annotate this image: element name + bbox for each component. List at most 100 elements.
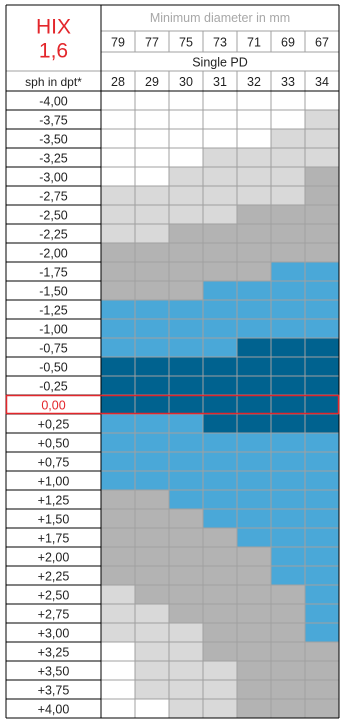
heatmap-cell — [135, 661, 169, 680]
heatmap-cell — [305, 680, 339, 699]
diameter-tick-label: 73 — [213, 36, 227, 50]
heatmap-cell — [305, 528, 339, 547]
heatmap-cell — [237, 319, 271, 338]
sph-row-label: -2,25 — [39, 228, 68, 242]
diameter-tick-label: 69 — [281, 36, 295, 50]
heatmap-cell — [237, 91, 271, 110]
heatmap-cell — [203, 186, 237, 205]
heatmap-cell — [237, 699, 271, 718]
heatmap-cell — [305, 471, 339, 490]
sph-row-label: +0,25 — [38, 418, 70, 432]
heatmap-cell — [203, 642, 237, 661]
heatmap-cell — [237, 148, 271, 167]
sph-row-label: +1,00 — [38, 475, 70, 489]
heatmap-cell — [203, 395, 237, 414]
heatmap-cell — [203, 623, 237, 642]
heatmap-cell — [169, 623, 203, 642]
heatmap-cell — [271, 547, 305, 566]
heatmap-cell — [203, 205, 237, 224]
heatmap-cell — [169, 414, 203, 433]
heatmap-cell — [135, 167, 169, 186]
heatmap-cell — [101, 300, 135, 319]
heatmap-cell — [169, 642, 203, 661]
heatmap-cell — [135, 205, 169, 224]
heatmap-cell — [237, 110, 271, 129]
chart-title-line: 1,6 — [39, 40, 68, 63]
heatmap-cell — [203, 319, 237, 338]
heatmap-cell — [237, 566, 271, 585]
sph-row-label: +3,00 — [38, 627, 70, 641]
heatmap-cell — [169, 357, 203, 376]
heatmap-cell — [203, 490, 237, 509]
heatmap-cell — [237, 585, 271, 604]
heatmap-cell — [271, 224, 305, 243]
heatmap-cell — [101, 205, 135, 224]
row-header: sph in dpt* — [25, 75, 82, 89]
sph-row-label: -3,75 — [39, 114, 68, 128]
heatmap-cell — [203, 604, 237, 623]
heatmap-cell — [271, 281, 305, 300]
heatmap-cell — [169, 338, 203, 357]
pd-tick-label: 32 — [247, 75, 261, 89]
sph-row-label: +2,75 — [38, 608, 70, 622]
heatmap-cell — [101, 224, 135, 243]
heatmap-cell — [101, 110, 135, 129]
heatmap-cell — [169, 661, 203, 680]
sph-row-label: +3,25 — [38, 646, 70, 660]
diameter-tick-label: 79 — [111, 36, 125, 50]
heatmap-cell — [169, 585, 203, 604]
heatmap-cell — [237, 186, 271, 205]
heatmap-cell — [237, 528, 271, 547]
heatmap-cell — [135, 281, 169, 300]
heatmap-cell — [271, 148, 305, 167]
heatmap-cell — [135, 509, 169, 528]
heatmap-cell — [271, 110, 305, 129]
heatmap-cell — [101, 699, 135, 718]
heatmap-cell — [305, 376, 339, 395]
sph-row-label: -0,25 — [39, 380, 68, 394]
pd-tick-label: 30 — [179, 75, 193, 89]
heatmap-cell — [305, 129, 339, 148]
heatmap-cell — [169, 243, 203, 262]
heatmap-cell — [305, 623, 339, 642]
heatmap-cell — [135, 319, 169, 338]
heatmap-cell — [237, 490, 271, 509]
heatmap-cell — [135, 148, 169, 167]
heatmap-cell — [101, 452, 135, 471]
heatmap-cell — [271, 414, 305, 433]
heatmap-cell — [169, 91, 203, 110]
heatmap-cell — [169, 604, 203, 623]
heatmap-cell — [305, 91, 339, 110]
heatmap-cell — [237, 642, 271, 661]
heatmap-cell — [101, 167, 135, 186]
sph-row-label: -2,50 — [39, 209, 68, 223]
heatmap-cell — [305, 509, 339, 528]
heatmap-cell — [169, 490, 203, 509]
heatmap-cell — [135, 129, 169, 148]
heatmap-cell — [237, 205, 271, 224]
heatmap-cell — [271, 566, 305, 585]
heatmap-cell — [101, 319, 135, 338]
sph-row-label: +1,75 — [38, 532, 70, 546]
heatmap-cell — [305, 224, 339, 243]
heatmap-cell — [169, 129, 203, 148]
sph-row-label: -1,50 — [39, 285, 68, 299]
heatmap-cell — [237, 395, 271, 414]
heatmap-cell — [237, 357, 271, 376]
sph-row-label: -0,75 — [39, 342, 68, 356]
heatmap-cell — [135, 110, 169, 129]
diameter-tick-label: 67 — [315, 36, 329, 50]
heatmap-cell — [101, 281, 135, 300]
heatmap-cell — [101, 642, 135, 661]
heatmap-cell — [101, 566, 135, 585]
heatmap-cell — [305, 585, 339, 604]
heatmap-cell — [237, 262, 271, 281]
heatmap-cell — [169, 547, 203, 566]
heatmap-cell — [101, 186, 135, 205]
sph-row-label: -4,00 — [39, 95, 68, 109]
heatmap-cell — [101, 433, 135, 452]
heatmap-cell — [305, 414, 339, 433]
pd-tick-label: 33 — [281, 75, 295, 89]
cells-layer — [101, 91, 339, 718]
